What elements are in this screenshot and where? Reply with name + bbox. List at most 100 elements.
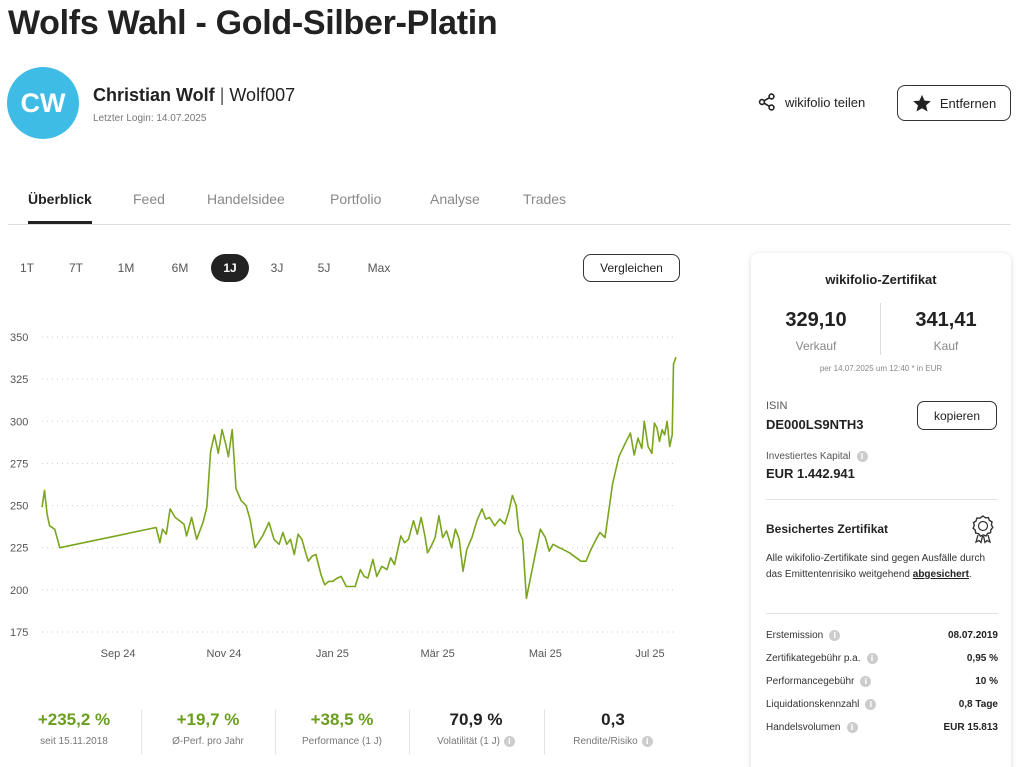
- detail-value: 0,8 Tage: [958, 699, 998, 710]
- detail-key: Erstemission: [766, 630, 824, 641]
- avatar[interactable]: CW: [7, 67, 79, 139]
- x-tick-label: Nov 24: [207, 648, 242, 660]
- info-icon[interactable]: i: [829, 630, 841, 641]
- stat-value: 70,9 %: [449, 710, 503, 729]
- info-icon[interactable]: i: [865, 699, 877, 710]
- tab-trades[interactable]: Trades: [523, 191, 567, 207]
- period-3j[interactable]: 3J: [270, 261, 284, 275]
- stat-volatility: 70,9 % Volatilität (1 J) i: [410, 710, 542, 747]
- performance-chart[interactable]: 350 325 300 275 250 225 200 175 Sep 24 Nov 24 Jan…: [0, 320, 700, 665]
- detail-key: Handelsvolumen: [766, 722, 841, 733]
- secured-text-body: Alle wikifolio-Zertifikate sind gegen Au…: [766, 553, 985, 580]
- y-tick-label: 250: [10, 501, 28, 513]
- stat-perf-per-year: +19,7 % Ø-Perf. pro Jahr: [142, 710, 274, 747]
- info-icon[interactable]: i: [503, 736, 515, 747]
- isin-value: DE000LS9NTH3: [766, 417, 864, 432]
- star-icon: [912, 94, 931, 112]
- stat-value: +235,2 %: [37, 710, 111, 729]
- capital-label-row: Investiertes Kapital i: [766, 451, 868, 462]
- period-max[interactable]: Max: [367, 261, 391, 275]
- y-tick-label: 225: [10, 543, 28, 555]
- remove-watchlist-button[interactable]: Entfernen: [897, 85, 1011, 121]
- period-5j[interactable]: 5J: [317, 261, 331, 275]
- y-tick-label: 200: [10, 585, 28, 597]
- last-login: Letzter Login: 14.07.2025: [93, 113, 207, 124]
- period-1j[interactable]: 1J: [211, 254, 249, 282]
- x-tick-label: Jan 25: [316, 648, 349, 660]
- buy-price: 341,41 Kauf: [881, 309, 1011, 353]
- stat-label: Performance (1 J): [301, 736, 383, 747]
- certificate-title: wikifolio-Zertifikat: [825, 272, 937, 287]
- price-note: per 14.07.2025 um 12:40 * in EUR: [819, 364, 943, 373]
- divider: [544, 710, 545, 754]
- info-icon[interactable]: i: [860, 676, 872, 687]
- remove-label: Entfernen: [939, 95, 997, 111]
- tab-analyse[interactable]: Analyse: [430, 191, 480, 207]
- x-tick-label: Jul 25: [635, 648, 664, 660]
- stat-since-start: +235,2 % seit 15.11.2018: [8, 710, 140, 747]
- tab-handelsidee[interactable]: Handelsidee: [207, 191, 285, 207]
- tab-feed[interactable]: Feed: [133, 191, 165, 207]
- stat-return-risk: 0,3 Rendite/Risiko i: [545, 710, 681, 747]
- detail-row: Performancegebühr i 10 %: [766, 676, 998, 692]
- tab-ueberblick[interactable]: Überblick: [28, 191, 92, 224]
- divider: [880, 303, 881, 355]
- info-icon[interactable]: i: [641, 736, 653, 747]
- secured-text-end: .: [968, 569, 972, 580]
- period-1t[interactable]: 1T: [19, 261, 34, 275]
- author-line: Christian Wolf | Wolf007: [93, 85, 295, 106]
- share-button[interactable]: wikifolio teilen: [758, 93, 865, 111]
- stat-label: Ø-Perf. pro Jahr: [172, 736, 244, 747]
- buy-label: Kauf: [933, 339, 959, 353]
- stats-row: +235,2 % seit 15.11.2018 +19,7 % Ø-Perf.…: [8, 710, 680, 758]
- y-tick-label: 300: [10, 416, 28, 428]
- chart-series-line: [41, 356, 677, 600]
- stat-label: Volatilität (1 J): [437, 736, 500, 747]
- period-7t[interactable]: 7T: [68, 261, 83, 275]
- info-icon[interactable]: i: [846, 722, 858, 733]
- stat-label: Rendite/Risiko: [573, 736, 638, 747]
- info-icon[interactable]: i: [856, 451, 868, 462]
- detail-key: Performancegebühr: [766, 676, 855, 687]
- buy-value: 341,41: [915, 309, 977, 331]
- detail-value: 10 %: [975, 676, 998, 687]
- award-badge-icon: [972, 515, 994, 544]
- divider: [409, 710, 410, 754]
- author-name[interactable]: Christian Wolf: [93, 85, 215, 105]
- detail-row: Erstemission i 08.07.2019: [766, 630, 998, 646]
- sell-value: 329,10: [785, 309, 847, 331]
- author-nickname[interactable]: Wolf007: [229, 85, 296, 105]
- sell-label: Verkauf: [795, 339, 837, 353]
- isin-label: ISIN: [766, 400, 788, 412]
- chart-grid: [42, 336, 676, 633]
- compare-button[interactable]: Vergleichen: [583, 254, 680, 282]
- page-title: Wolfs Wahl - Gold-Silber-Platin: [8, 4, 498, 42]
- share-icon: [758, 93, 775, 111]
- stat-value: +19,7 %: [176, 710, 240, 729]
- secured-title: Besichertes Zertifikat: [766, 522, 889, 536]
- x-tick-label: Mär 25: [420, 648, 454, 660]
- tab-bar: Überblick Feed Handelsidee Portfolio Ana…: [8, 182, 1011, 225]
- sell-price: 329,10 Verkauf: [751, 309, 881, 353]
- divider: [766, 613, 998, 614]
- stat-label: seit 15.11.2018: [40, 736, 108, 747]
- stat-performance-1j: +38,5 % Performance (1 J): [276, 710, 408, 747]
- y-tick-label: 275: [10, 458, 28, 470]
- capital-label: Investiertes Kapital: [766, 451, 851, 462]
- info-icon[interactable]: i: [866, 653, 878, 664]
- tab-portfolio[interactable]: Portfolio: [330, 191, 382, 207]
- capital-value: EUR 1.442.941: [766, 466, 855, 481]
- detail-row: Zertifikategebühr p.a. i 0,95 %: [766, 653, 998, 669]
- period-6m[interactable]: 6M: [171, 261, 189, 275]
- detail-key: Liquidationskennzahl: [766, 699, 860, 710]
- secured-link[interactable]: abgesichert: [912, 569, 969, 580]
- certificate-panel: wikifolio-Zertifikat 329,10 Verkauf 341,…: [751, 253, 1011, 767]
- secured-text: Alle wikifolio-Zertifikate sind gegen Au…: [766, 551, 986, 583]
- y-tick-label: 175: [10, 627, 28, 639]
- x-tick-label: Mai 25: [529, 648, 562, 660]
- divider: [766, 499, 998, 500]
- period-1m[interactable]: 1M: [117, 261, 135, 275]
- detail-row: Handelsvolumen i EUR 15.813: [766, 722, 998, 738]
- y-tick-label: 325: [10, 374, 28, 386]
- copy-isin-button[interactable]: kopieren: [917, 401, 997, 430]
